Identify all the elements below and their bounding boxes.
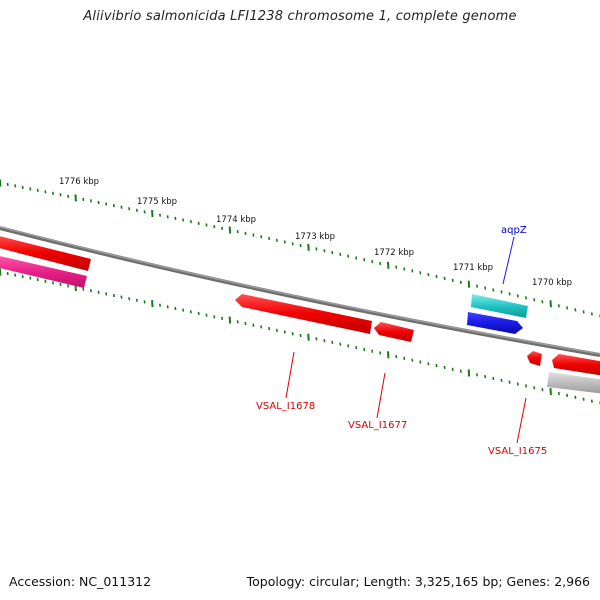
gene-blue[interactable] [467,312,523,334]
lower-tick-track [0,268,600,405]
tick-label: 1774 kbp [216,215,256,225]
chromosome-backbone [0,226,600,357]
gene-label-aqpz[interactable]: aqpZ [501,225,527,236]
gene-aqpz[interactable] [471,294,528,318]
gene-label-vsal-i1678[interactable]: VSAL_I1678 [256,401,315,412]
gene-red-right[interactable] [552,354,600,376]
gene-vsal-i1678[interactable] [235,294,372,334]
tick-label: 1775 kbp [137,197,177,207]
gene-label-vsal-i1677[interactable]: VSAL_I1677 [348,420,407,431]
gene-red[interactable] [0,235,91,271]
gene-vsal-i1675[interactable] [527,351,542,366]
gene-pink[interactable] [0,255,87,288]
upper-tick-track [0,179,600,318]
gene-gray[interactable] [547,372,600,394]
chromosome-backbone-highlight [0,226,600,355]
topology-text: Topology: circular; Length: 3,325,165 bp… [246,574,590,589]
tick-label: 1776 kbp [59,177,99,187]
tick-label: 1772 kbp [374,248,414,258]
leader-line-vsal-i1677 [376,372,386,419]
tick-label: 1771 kbp [453,263,493,273]
gene-label-vsal-i1675[interactable]: VSAL_I1675 [488,446,547,457]
tick-label: 1770 kbp [532,278,572,288]
leader-line-aqpz [502,236,515,285]
map-title: Aliivibrio salmonicida LFI1238 chromosom… [83,9,517,24]
gene-vsal-i1677[interactable] [374,322,414,342]
leader-line-vsal-i1678 [285,351,295,399]
accession-text: Accession: NC_011312 [9,574,152,589]
tick-label: 1773 kbp [295,232,335,242]
leader-line-vsal-i1675 [516,397,527,444]
